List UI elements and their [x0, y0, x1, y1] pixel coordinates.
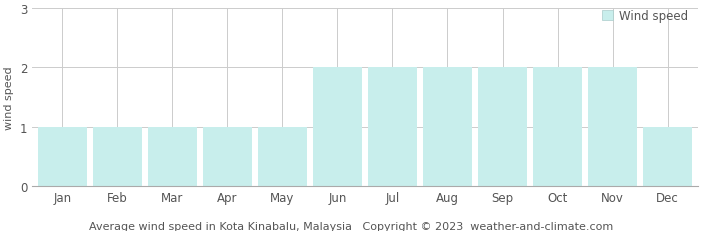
Bar [38, 127, 86, 186]
Text: Average wind speed in Kota Kinabalu, Malaysia   Copyright © 2023  weather-and-cl: Average wind speed in Kota Kinabalu, Mal… [89, 221, 613, 231]
Bar [588, 68, 637, 186]
Bar [203, 127, 251, 186]
Bar [369, 68, 417, 186]
Legend: Wind speed: Wind speed [598, 6, 692, 26]
Bar [534, 68, 582, 186]
Y-axis label: wind speed: wind speed [4, 66, 14, 129]
Bar [423, 68, 472, 186]
Bar [93, 127, 142, 186]
Bar [643, 127, 691, 186]
Bar [148, 127, 197, 186]
Bar [313, 68, 362, 186]
Bar [478, 68, 526, 186]
Bar [258, 127, 307, 186]
